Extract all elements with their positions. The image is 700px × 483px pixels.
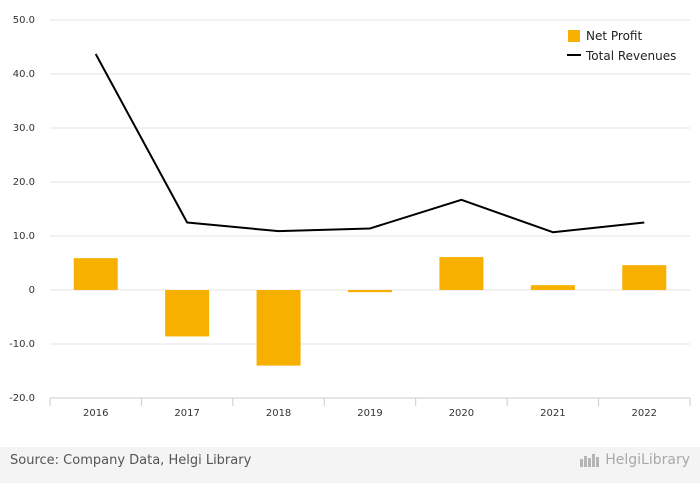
source-note: Source: Company Data, Helgi Library	[10, 453, 252, 468]
legend-swatch-net-profit	[568, 30, 580, 42]
y-tick-label: 30.0	[13, 123, 35, 134]
y-tick-label: 50.0	[13, 15, 35, 26]
line-total-revenues	[94, 53, 645, 234]
y-axis: 50.0 40.0 30.0 20.0 10.0 0 -10.0 -20.0	[9, 15, 35, 404]
y-tick-label: 20.0	[13, 177, 35, 188]
x-tick-label: 2020	[449, 408, 474, 419]
x-tick-label: 2021	[540, 408, 565, 419]
x-tick-label: 2017	[174, 408, 199, 419]
y-tick-label: 40.0	[13, 69, 35, 80]
y-tick-label: -20.0	[9, 393, 35, 404]
legend-label-total-revenues: Total Revenues	[585, 49, 676, 63]
bar-net-profit-2021	[530, 285, 575, 290]
bar-net-profit-2022	[622, 265, 667, 290]
x-tick-label: 2018	[266, 408, 291, 419]
y-tick-label: 10.0	[13, 231, 35, 242]
chart: 50.0 40.0 30.0 20.0 10.0 0 -10.0 -20.0 2016 2017…	[9, 15, 691, 419]
net-profit-bars	[73, 257, 667, 366]
bar-net-profit-2017	[165, 290, 210, 337]
x-axis: 2016 2017 2018 2019 2020 2021 2022	[49, 398, 691, 419]
library-logo-icon	[580, 454, 600, 467]
y-tick-label: 0	[29, 285, 35, 296]
bar-net-profit-2020	[439, 257, 484, 290]
total-revenues-line	[94, 53, 645, 234]
y-tick-label: -10.0	[9, 339, 35, 350]
bar-net-profit-2016	[73, 258, 118, 290]
x-tick-label: 2019	[357, 408, 382, 419]
legend: Net Profit Total Revenues	[567, 29, 676, 63]
bar-net-profit-2019	[348, 290, 392, 293]
x-tick-label: 2016	[83, 408, 108, 419]
brand-logo: HelgiLibrary	[579, 452, 690, 468]
bar-net-profit-2018	[256, 290, 301, 366]
footer: Source: Company Data, Helgi Library Helg…	[0, 447, 700, 483]
brand-name: HelgiLibrary	[605, 452, 690, 468]
x-tick-label: 2022	[632, 408, 657, 419]
gridlines	[50, 19, 690, 399]
legend-label-net-profit: Net Profit	[586, 29, 642, 43]
